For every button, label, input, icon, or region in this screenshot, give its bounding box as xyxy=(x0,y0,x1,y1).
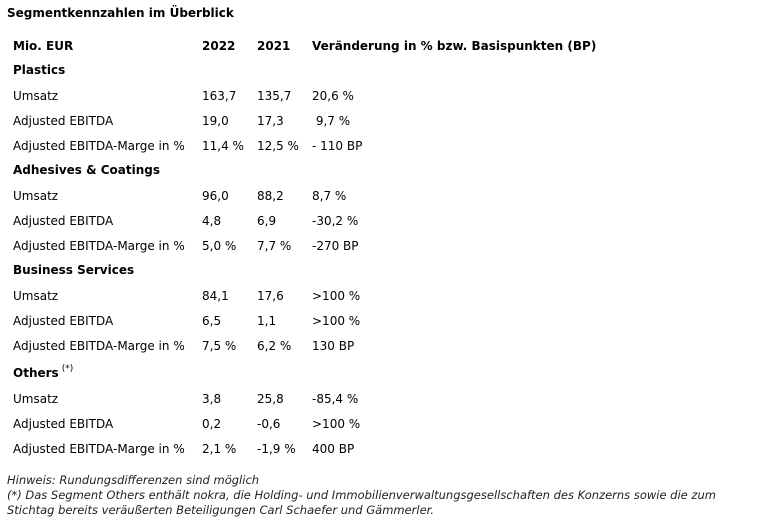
cell-change: >100 % xyxy=(312,417,361,431)
footnote-marker: (*) xyxy=(61,364,74,374)
cell-v2022: 0,2 xyxy=(202,417,222,431)
row-label: Adjusted EBITDA-Marge in % xyxy=(13,239,185,253)
cell-v2022: 3,8 xyxy=(202,392,222,406)
header-label: Mio. EUR xyxy=(13,39,74,53)
cell-v2021: 12,5 % xyxy=(257,139,299,153)
cell-v2022: 4,8 xyxy=(202,214,222,228)
cell-v2021: 6,9 xyxy=(257,214,277,228)
row-label: Adjusted EBITDA xyxy=(13,417,114,431)
note-others: (*) Das Segment Others enthält nokra, di… xyxy=(7,488,716,517)
row-label: Umsatz xyxy=(13,89,59,103)
segment-name: Plastics xyxy=(13,63,66,77)
cell-change: 400 BP xyxy=(312,442,355,456)
cell-v2021: 135,7 xyxy=(257,89,292,103)
cell-change: - 110 BP xyxy=(312,139,363,153)
cell-v2021: 17,3 xyxy=(257,114,284,128)
cell-change: 130 BP xyxy=(312,339,355,353)
cell-v2022: 84,1 xyxy=(202,289,229,303)
cell-v2022: 5,0 % xyxy=(202,239,237,253)
cell-v2022: 6,5 xyxy=(202,314,222,328)
cell-change: -270 BP xyxy=(312,239,359,253)
cell-v2021: 25,8 xyxy=(257,392,284,406)
row-label: Adjusted EBITDA xyxy=(13,214,114,228)
row-label: Adjusted EBITDA-Marge in % xyxy=(13,339,185,353)
header-2022: 2022 xyxy=(202,39,236,53)
segment-heading: Plastics xyxy=(13,63,65,77)
cell-change: >100 % xyxy=(312,289,361,303)
cell-v2022: 7,5 % xyxy=(202,339,237,353)
note-rounding: Hinweis: Rundungsdifferenzen sind möglic… xyxy=(7,473,260,487)
cell-v2021: -1,9 % xyxy=(257,442,296,456)
segment-heading: Business Services xyxy=(13,263,134,277)
row-label: Umsatz xyxy=(13,189,59,203)
cell-v2022: 19,0 xyxy=(202,114,229,128)
row-label: Adjusted EBITDA-Marge in % xyxy=(13,139,185,153)
cell-change: >100 % xyxy=(312,314,361,328)
cell-v2022: 11,4 % xyxy=(202,139,244,153)
cell-change: -85,4 % xyxy=(312,392,359,406)
segment-name: Adhesives & Coatings xyxy=(13,163,161,177)
cell-change: 8,7 % xyxy=(312,189,347,203)
cell-change: 9,7 % xyxy=(312,114,351,128)
cell-v2022: 163,7 xyxy=(202,89,237,103)
row-label: Umsatz xyxy=(13,392,59,406)
cell-v2021: 88,2 xyxy=(257,189,284,203)
cell-v2021: -0,6 xyxy=(257,417,281,431)
page-title: Segmentkennzahlen im Überblick xyxy=(7,6,234,20)
row-label: Umsatz xyxy=(13,289,59,303)
cell-change: 20,6 % xyxy=(312,89,354,103)
cell-v2021: 17,6 xyxy=(257,289,284,303)
cell-v2021: 6,2 % xyxy=(257,339,292,353)
header-change: Veränderung in % bzw. Basispunkten (BP) xyxy=(312,39,597,53)
footnotes: Hinweis: Rundungsdifferenzen sind möglic… xyxy=(7,473,767,518)
segment-name: Others xyxy=(13,366,59,380)
row-label: Adjusted EBITDA xyxy=(13,314,114,328)
segment-heading: Others (*) xyxy=(13,364,74,382)
cell-v2021: 1,1 xyxy=(257,314,277,328)
cell-v2021: 7,7 % xyxy=(257,239,292,253)
row-label: Adjusted EBITDA-Marge in % xyxy=(13,442,185,456)
header-2021: 2021 xyxy=(257,39,291,53)
cell-v2022: 96,0 xyxy=(202,189,229,203)
row-label: Adjusted EBITDA xyxy=(13,114,114,128)
cell-change: -30,2 % xyxy=(312,214,359,228)
cell-v2022: 2,1 % xyxy=(202,442,237,456)
segment-name: Business Services xyxy=(13,263,135,277)
segment-heading: Adhesives & Coatings xyxy=(13,163,160,177)
